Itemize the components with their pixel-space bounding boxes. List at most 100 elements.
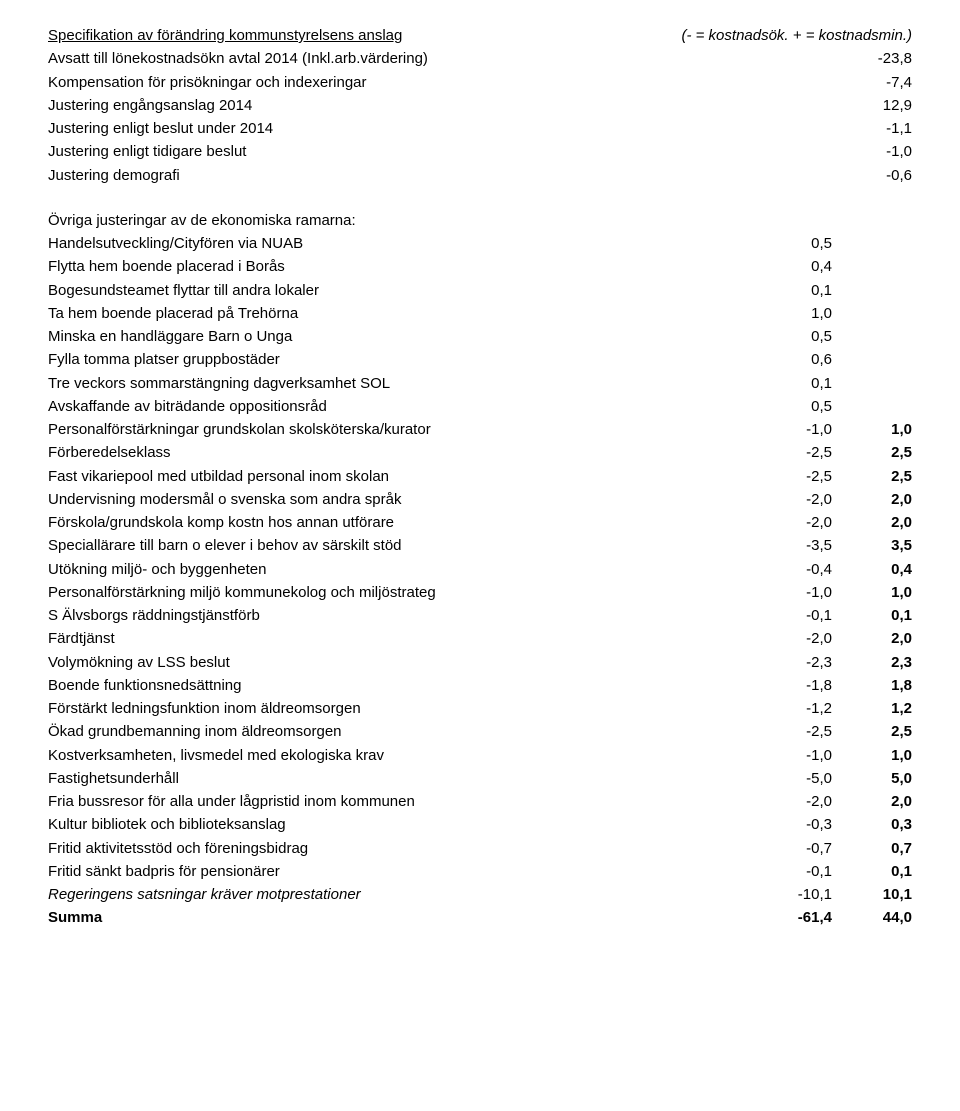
row-value-2: 2,0 <box>832 790 912 813</box>
header-title: Specifikation av förändring kommunstyrel… <box>48 24 661 47</box>
row-label: Fylla tomma platser gruppbostäder <box>48 348 752 371</box>
summa-row: Summa -61,4 44,0 <box>48 906 912 929</box>
row-value-1: -1,0 <box>752 418 832 441</box>
row-value-1: -0,4 <box>752 558 832 581</box>
row-value-1: -0,3 <box>752 813 832 836</box>
row-value-1: -2,5 <box>752 441 832 464</box>
row-value-2: 0,3 <box>832 813 912 836</box>
row-label: Avsatt till lönekostnadsökn avtal 2014 (… <box>48 47 832 70</box>
data-row: Ökad grundbemanning inom äldreomsorgen-2… <box>48 720 912 743</box>
row-label: Förberedelseklass <box>48 441 752 464</box>
row-value-1: -10,1 <box>752 883 832 906</box>
row-label: Fast vikariepool med utbildad personal i… <box>48 465 752 488</box>
block2-title: Övriga justeringar av de ekonomiska rama… <box>48 209 912 232</box>
row-label: Kompensation för prisökningar och indexe… <box>48 71 832 94</box>
data-row: Utökning miljö- och byggenheten-0,40,4 <box>48 558 912 581</box>
row-value-2: 1,8 <box>832 674 912 697</box>
data-row: Förskola/grundskola komp kostn hos annan… <box>48 511 912 534</box>
row-value-1: -2,0 <box>752 511 832 534</box>
row-label: Volymökning av LSS beslut <box>48 651 752 674</box>
row-value-2: 2,5 <box>832 441 912 464</box>
row-label: Ökad grundbemanning inom äldreomsorgen <box>48 720 752 743</box>
row-value-2: 10,1 <box>832 883 912 906</box>
data-row: Fastighetsunderhåll-5,05,0 <box>48 767 912 790</box>
row-value-2: 1,0 <box>832 418 912 441</box>
row-value-2: 2,3 <box>832 651 912 674</box>
row-value-1: -3,5 <box>752 534 832 557</box>
row-value-1: -5,0 <box>752 767 832 790</box>
data-row: Justering engångsanslag 201412,9 <box>48 94 912 117</box>
row-value-1: -2,5 <box>752 720 832 743</box>
row-value-1: -0,6 <box>832 164 912 187</box>
row-value-1: -0,1 <box>752 860 832 883</box>
data-row: Kompensation för prisökningar och indexe… <box>48 71 912 94</box>
row-label: Kultur bibliotek och biblioteksanslag <box>48 813 752 836</box>
header-note: (- = kostnadsök. + = kostnadsmin.) <box>661 24 912 47</box>
row-value-1: -2,0 <box>752 790 832 813</box>
row-value-1: -1,2 <box>752 697 832 720</box>
row-value-1: -2,3 <box>752 651 832 674</box>
data-row: Tre veckors sommarstängning dagverksamhe… <box>48 372 912 395</box>
row-label: Justering engångsanslag 2014 <box>48 94 832 117</box>
data-row: Bogesundsteamet flyttar till andra lokal… <box>48 279 912 302</box>
row-label: Minska en handläggare Barn o Unga <box>48 325 752 348</box>
row-label: Bogesundsteamet flyttar till andra lokal… <box>48 279 752 302</box>
row-label: Justering demografi <box>48 164 832 187</box>
data-row: Fritid sänkt badpris för pensionärer-0,1… <box>48 860 912 883</box>
row-value-2: 0,7 <box>832 837 912 860</box>
row-label: Kostverksamheten, livsmedel med ekologis… <box>48 744 752 767</box>
row-label: S Älvsborgs räddningstjänstförb <box>48 604 752 627</box>
row-label: Personalförstärkningar grundskolan skols… <box>48 418 752 441</box>
row-label: Fastighetsunderhåll <box>48 767 752 790</box>
row-label: Justering enligt beslut under 2014 <box>48 117 832 140</box>
row-value-1: 0,6 <box>752 348 832 371</box>
data-row: Fylla tomma platser gruppbostäder0,6 <box>48 348 912 371</box>
data-row: Justering enligt tidigare beslut-1,0 <box>48 140 912 163</box>
row-label: Förskola/grundskola komp kostn hos annan… <box>48 511 752 534</box>
row-value-1: 0,1 <box>752 372 832 395</box>
row-value-1: -1,0 <box>752 744 832 767</box>
row-label: Speciallärare till barn o elever i behov… <box>48 534 752 557</box>
data-row: Fritid aktivitetsstöd och föreningsbidra… <box>48 837 912 860</box>
row-label: Fritid aktivitetsstöd och föreningsbidra… <box>48 837 752 860</box>
row-value-1: -0,7 <box>752 837 832 860</box>
row-label: Justering enligt tidigare beslut <box>48 140 832 163</box>
row-value-1: -1,0 <box>752 581 832 604</box>
row-value-2: 3,5 <box>832 534 912 557</box>
row-value-2: 2,0 <box>832 511 912 534</box>
row-label: Personalförstärkning miljö kommunekolog … <box>48 581 752 604</box>
row-label: Avskaffande av biträdande oppositionsråd <box>48 395 752 418</box>
data-row: Justering enligt beslut under 2014-1,1 <box>48 117 912 140</box>
row-value-2: 1,0 <box>832 744 912 767</box>
row-value-2: 5,0 <box>832 767 912 790</box>
row-value-2: 2,0 <box>832 627 912 650</box>
row-value-1: -2,5 <box>752 465 832 488</box>
row-value-1: 0,1 <box>752 279 832 302</box>
summa-v1: -61,4 <box>752 906 832 929</box>
data-row: Avsatt till lönekostnadsökn avtal 2014 (… <box>48 47 912 70</box>
row-label: Boende funktionsnedsättning <box>48 674 752 697</box>
data-row: Minska en handläggare Barn o Unga0,5 <box>48 325 912 348</box>
row-value-1: 1,0 <box>752 302 832 325</box>
row-value-2: 2,5 <box>832 465 912 488</box>
summa-v2: 44,0 <box>832 906 912 929</box>
data-row: S Älvsborgs räddningstjänstförb-0,10,1 <box>48 604 912 627</box>
data-row: Förstärkt ledningsfunktion inom äldreoms… <box>48 697 912 720</box>
row-value-1: 0,5 <box>752 395 832 418</box>
data-row: Ta hem boende placerad på Trehörna1,0 <box>48 302 912 325</box>
block-1: Avsatt till lönekostnadsökn avtal 2014 (… <box>48 47 912 187</box>
data-row: Personalförstärkningar grundskolan skols… <box>48 418 912 441</box>
row-value-1: -1,1 <box>832 117 912 140</box>
row-value-2: 0,4 <box>832 558 912 581</box>
row-value-2: 0,1 <box>832 860 912 883</box>
row-value-1: 0,5 <box>752 325 832 348</box>
data-row: Speciallärare till barn o elever i behov… <box>48 534 912 557</box>
row-value-1: 0,5 <box>752 232 832 255</box>
data-row: Undervisning modersmål o svenska som and… <box>48 488 912 511</box>
row-value-1: -0,1 <box>752 604 832 627</box>
row-value-1: -2,0 <box>752 627 832 650</box>
row-label: Ta hem boende placerad på Trehörna <box>48 302 752 325</box>
row-value-2: 0,1 <box>832 604 912 627</box>
row-label: Färdtjänst <box>48 627 752 650</box>
row-label: Regeringens satsningar kräver motprestat… <box>48 883 752 906</box>
